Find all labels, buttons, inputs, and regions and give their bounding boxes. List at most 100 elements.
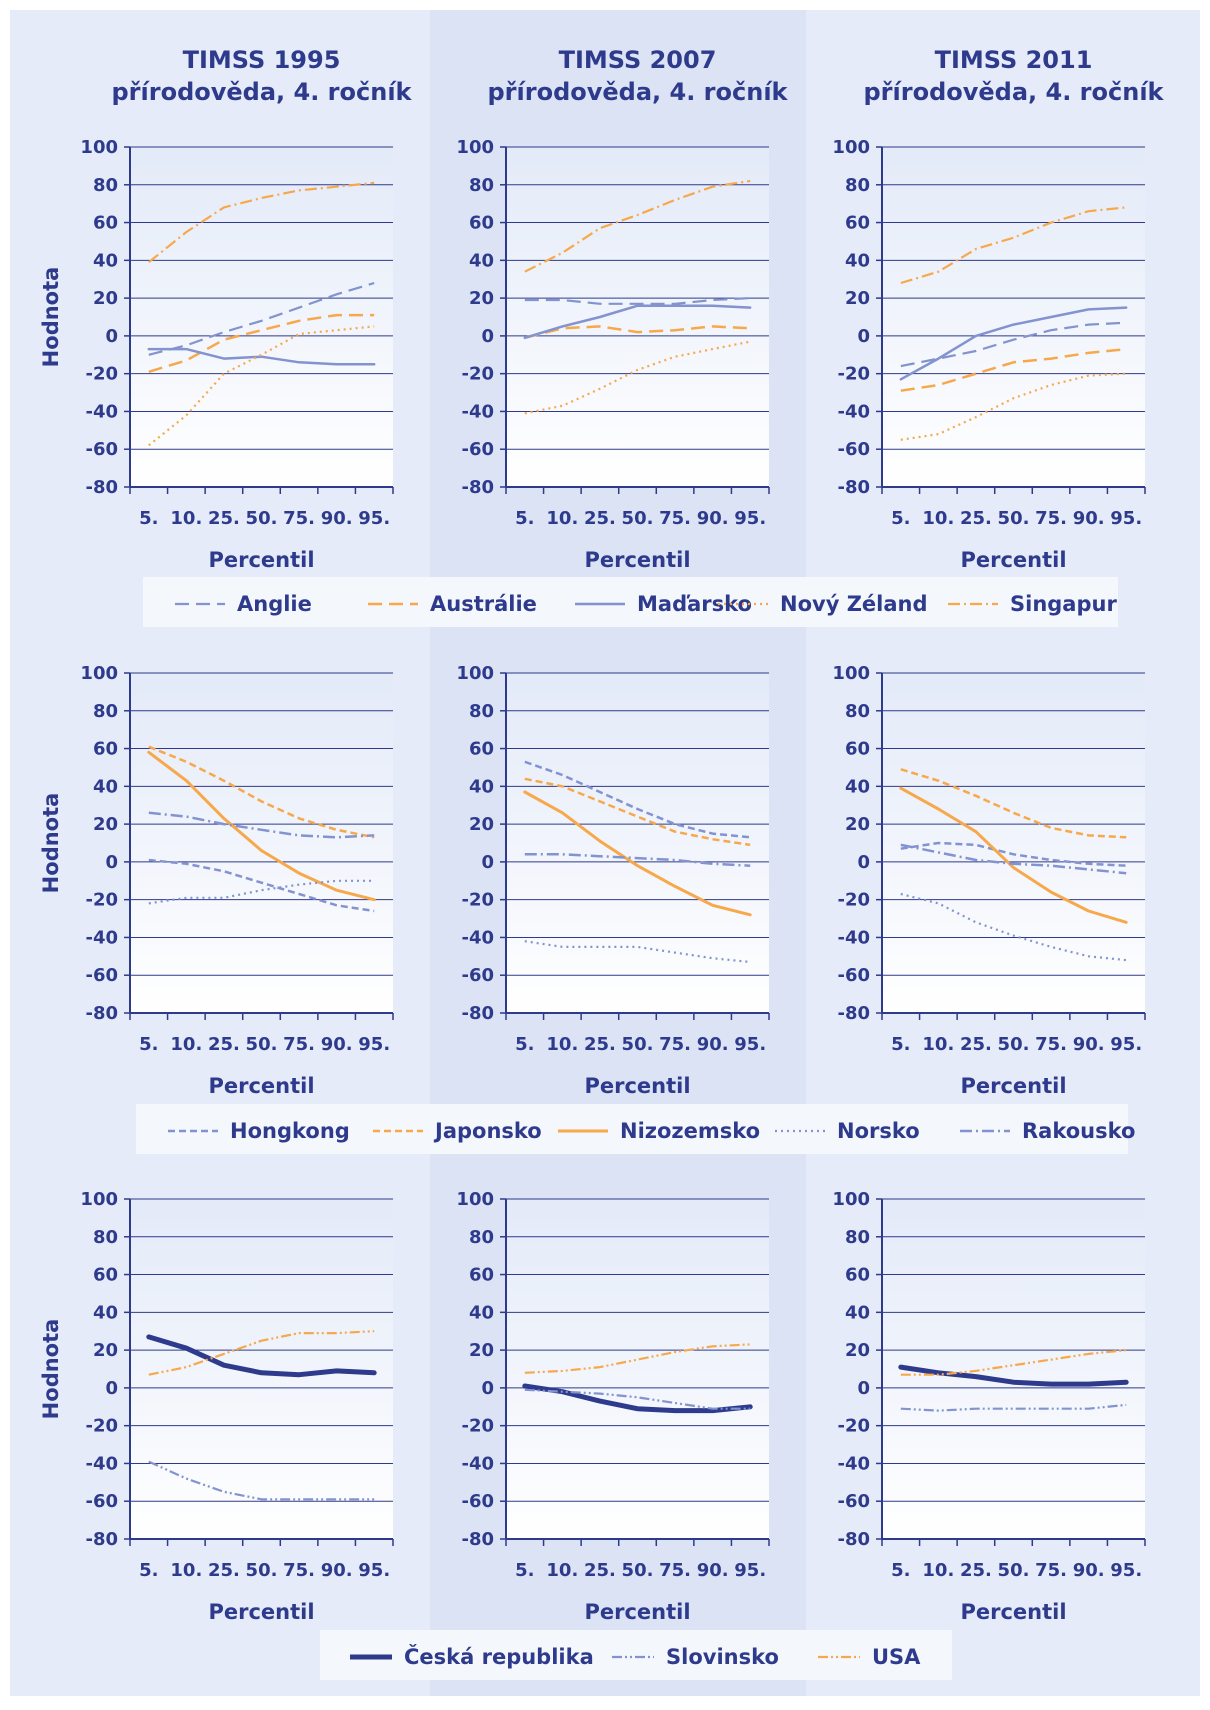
y-tick-label: -60 — [85, 1491, 118, 1512]
y-tick-label: 60 — [469, 739, 494, 760]
x-tick-label: 5. — [139, 1034, 158, 1055]
x-tick-label: 10. — [170, 508, 202, 529]
series-line-anglie — [900, 321, 1127, 368]
y-tick-label: 60 — [93, 1265, 118, 1286]
chart-5: 100 80 60 40 20 0 -20 -40 -60 -80 5. 10. 25. 50. 75. 90… — [456, 663, 770, 1098]
series-line-novy-zeland — [148, 325, 375, 447]
x-tick-label: 10. — [546, 1560, 578, 1581]
y-tick-label: 20 — [845, 1340, 870, 1361]
x-tick-label: 50. — [246, 1560, 278, 1581]
series-line-ceska-republika — [146, 1334, 377, 1378]
x-tick-label: 75. — [659, 508, 691, 529]
y-tick-label: 20 — [93, 1340, 118, 1361]
x-tick-label: 95. — [358, 508, 390, 529]
x-tick-label: 95. — [734, 1560, 766, 1581]
x-axis-label: Percentil — [584, 1600, 690, 1624]
series-line-rakousko — [524, 853, 751, 867]
y-tick-label: -20 — [837, 364, 870, 385]
x-tick-label: 50. — [998, 1560, 1030, 1581]
y-tick-label: -80 — [837, 1529, 870, 1550]
y-tick-label: -40 — [461, 1453, 494, 1474]
x-tick-label: 90. — [1073, 1034, 1105, 1055]
y-tick-label: -60 — [837, 965, 870, 986]
series-line-nizozemsko — [147, 750, 376, 902]
y-tick-label: 20 — [469, 1340, 494, 1361]
x-tick-label: 25. — [960, 1560, 992, 1581]
chart-3: TIMSS 2011 přírodověda, 4. ročník 100 80 60 4… — [832, 46, 1164, 572]
x-tick-label: 90. — [697, 1560, 729, 1581]
x-tick-label: 90. — [1073, 508, 1105, 529]
y-tick-label: -20 — [837, 1416, 870, 1437]
plot-area — [130, 673, 393, 1013]
y-tick-label: 0 — [481, 326, 494, 347]
chart-2: TIMSS 2007 přírodověda, 4. ročník 100 80 60 4… — [456, 46, 788, 572]
y-tick-label: 40 — [93, 776, 118, 797]
x-axis-label: Percentil — [960, 1600, 1066, 1624]
legend-label-ceska-republika: Česká republika — [404, 1644, 594, 1669]
x-tick-label: 50. — [246, 508, 278, 529]
y-tick-label: 40 — [93, 250, 118, 271]
x-tick-label: 5. — [891, 1560, 910, 1581]
x-tick-label: 95. — [1110, 1034, 1142, 1055]
y-tick-label: 80 — [469, 175, 494, 196]
series-line-singapur — [524, 179, 751, 273]
y-tick-label: 40 — [93, 1302, 118, 1323]
chart-title-line: přírodověda, 4. ročník — [112, 78, 413, 106]
x-tick-label: 5. — [139, 508, 158, 529]
x-tick-label: 10. — [170, 1560, 202, 1581]
y-tick-label: -80 — [85, 477, 118, 498]
legend-label-anglie: Anglie — [237, 592, 312, 616]
y-tick-label: -40 — [85, 401, 118, 422]
x-tick-label: 50. — [622, 1034, 654, 1055]
chart-9: 100 80 60 40 20 0 -20 -40 -60 -80 5. 10. 25. 50. 75. 90… — [832, 1189, 1146, 1624]
y-tick-label: 0 — [481, 1378, 494, 1399]
plot-area — [882, 147, 1145, 487]
plot-area — [882, 673, 1145, 1013]
x-tick-label: 75. — [283, 1034, 315, 1055]
chart-8: 100 80 60 40 20 0 -20 -40 -60 -80 5. 10. 25. 50. 75. 90… — [456, 1189, 770, 1624]
y-tick-label: 0 — [857, 852, 870, 873]
plot-area — [506, 673, 769, 1013]
y-tick-label: -40 — [85, 927, 118, 948]
legend-label-japonsko: Japonsko — [433, 1119, 542, 1143]
x-tick-label: 95. — [358, 1034, 390, 1055]
y-tick-label: -80 — [837, 1003, 870, 1024]
legend-3: Česká republika Slovinsko USA — [320, 1630, 952, 1680]
legend-label-novy-zeland: Nový Zéland — [780, 592, 928, 616]
x-tick-label: 75. — [1035, 1560, 1067, 1581]
chart-title-line: přírodověda, 4. ročník — [864, 78, 1165, 106]
y-tick-label: 60 — [93, 739, 118, 760]
y-tick-label: -20 — [461, 1416, 494, 1437]
chart-title-line: TIMSS 1995 — [183, 46, 341, 74]
x-tick-label: 50. — [622, 508, 654, 529]
chart-4: 100 80 60 40 20 0 -20 -40 -60 -80 5. 10. 25. 50. 75. 90… — [39, 663, 394, 1098]
y-tick-label: 40 — [845, 250, 870, 271]
x-tick-label: 25. — [584, 508, 616, 529]
x-tick-label: 5. — [139, 1560, 158, 1581]
y-tick-label: 0 — [105, 326, 118, 347]
legend-label-madarsko: Maďarsko — [637, 592, 752, 616]
series-line-australie — [148, 313, 375, 373]
chart-6: 100 80 60 40 20 0 -20 -40 -60 -80 5. 10. 25. 50. 75. 90… — [832, 663, 1146, 1098]
y-tick-label: 100 — [832, 137, 870, 158]
series-line-nizozemsko — [523, 790, 752, 917]
x-tick-label: 90. — [321, 1560, 353, 1581]
y-tick-label: -60 — [85, 439, 118, 460]
y-tick-label: -40 — [837, 1453, 870, 1474]
x-tick-label: 75. — [1035, 1034, 1067, 1055]
y-tick-label: -80 — [461, 477, 494, 498]
y-tick-label: -40 — [837, 927, 870, 948]
y-tick-label: -20 — [461, 890, 494, 911]
legend-box — [320, 1630, 952, 1680]
x-tick-label: 5. — [515, 1560, 534, 1581]
series-line-slovinsko — [900, 1403, 1127, 1412]
y-tick-label: -80 — [461, 1003, 494, 1024]
x-axis-label: Percentil — [584, 548, 690, 572]
legend-box — [136, 1104, 1128, 1154]
series-line-japonsko — [900, 768, 1127, 839]
legend-label-singapur: Singapur — [1010, 592, 1117, 616]
y-axis-label: Hodnota — [39, 267, 63, 368]
y-tick-label: -60 — [461, 965, 494, 986]
series-line-japonsko — [524, 777, 751, 847]
series-line-madarsko — [899, 306, 1128, 381]
